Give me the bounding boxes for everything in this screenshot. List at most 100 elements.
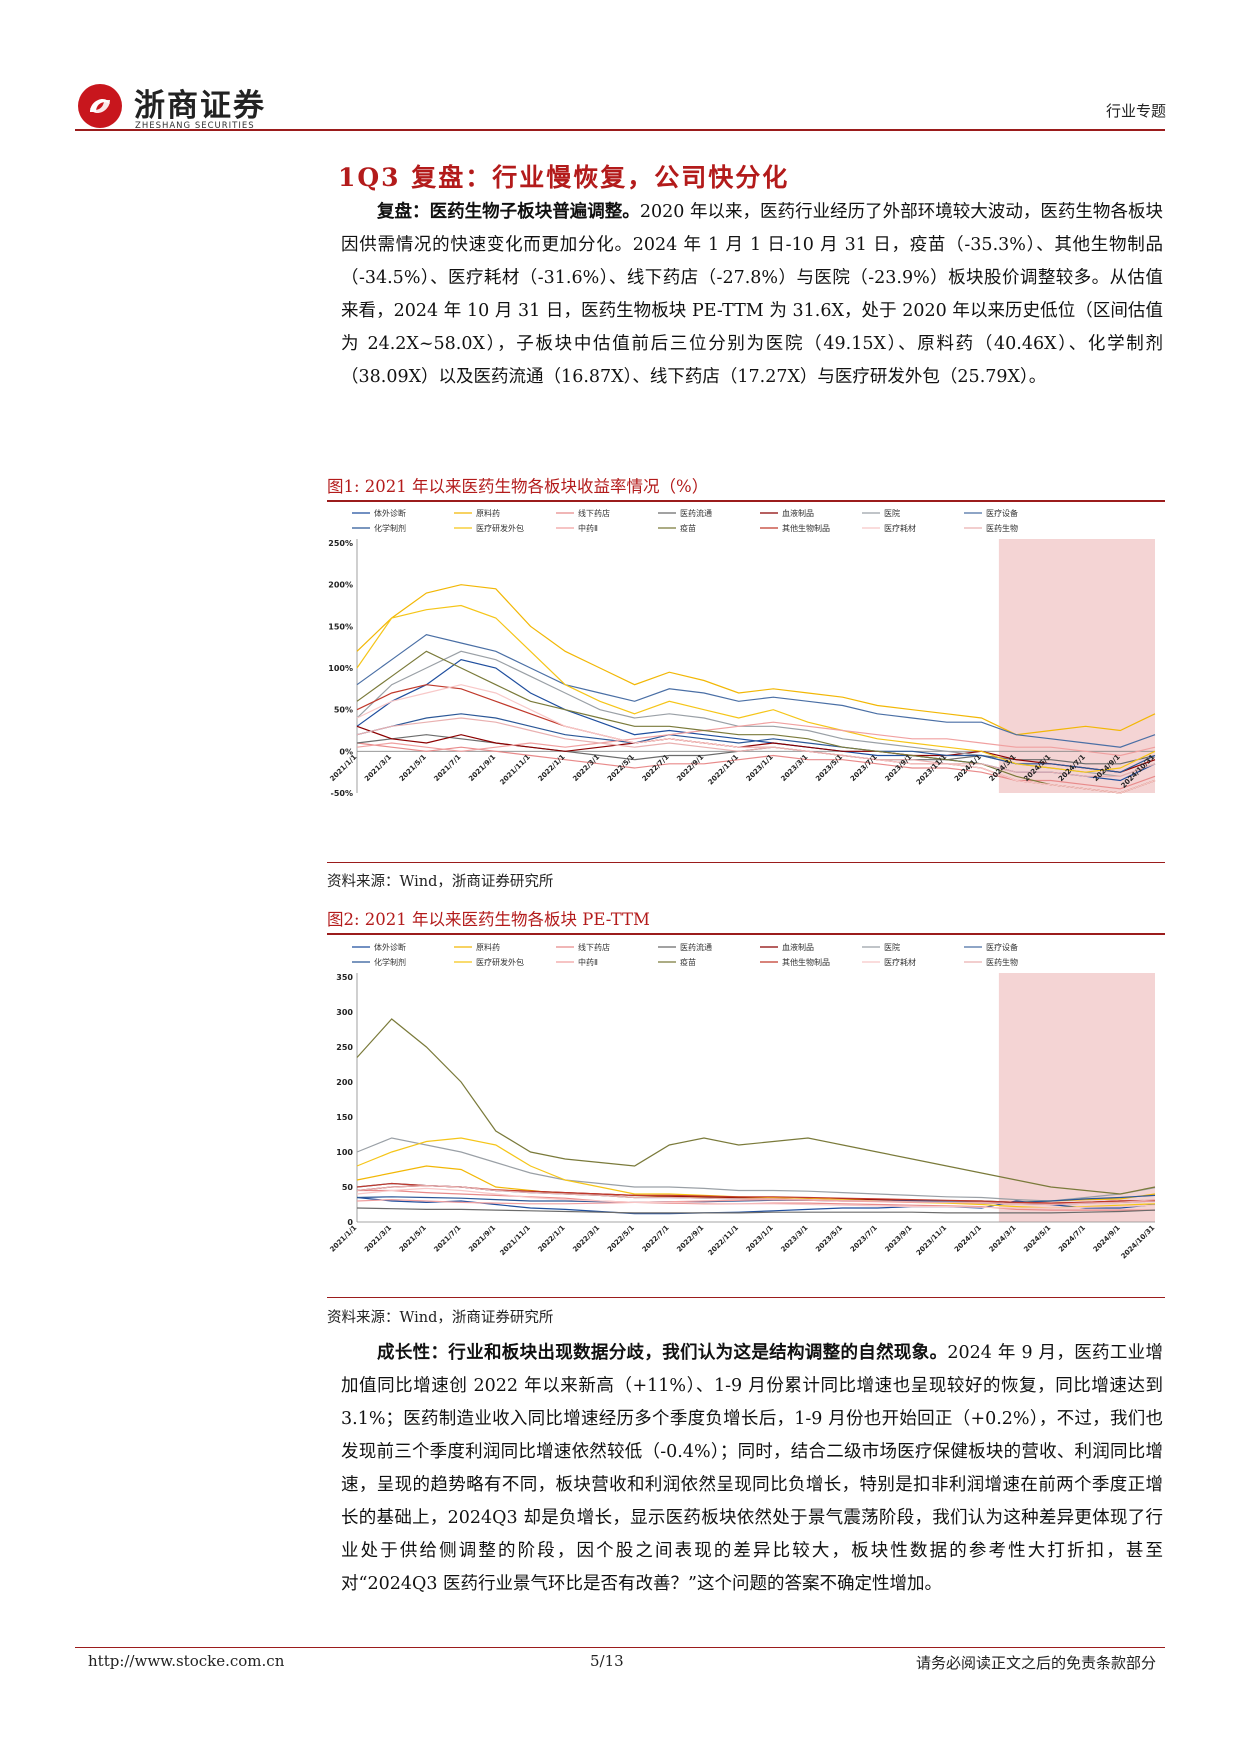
legend-label: 医院 bbox=[884, 942, 900, 952]
legend-label: 医药流通 bbox=[680, 942, 712, 952]
x-tick-label: 2021/7/1 bbox=[433, 753, 463, 783]
figure2-title: 图2: 2021 年以来医药生物各板块 PE-TTM bbox=[327, 910, 650, 929]
x-tick-label: 2021/3/1 bbox=[363, 1224, 393, 1254]
y-tick-label: 150 bbox=[336, 1113, 353, 1122]
series-line bbox=[356, 721, 1156, 757]
series-line bbox=[356, 604, 1156, 773]
x-tick-label: 2021/1/1 bbox=[328, 753, 358, 783]
x-tick-label: 2022/5/1 bbox=[606, 1224, 636, 1254]
legend-label: 医院 bbox=[884, 508, 900, 518]
legend-label: 医疗设备 bbox=[986, 942, 1018, 952]
y-tick-label: 250% bbox=[328, 539, 353, 548]
x-tick-label: 2022/3/1 bbox=[571, 1224, 601, 1254]
figure1-title: 图1: 2021 年以来医药生物各板块收益率情况（%） bbox=[327, 477, 709, 496]
legend-label: 血液制品 bbox=[782, 942, 814, 952]
series-line bbox=[356, 1137, 1156, 1202]
legend-label: 血液制品 bbox=[782, 508, 814, 518]
paragraph-review: 复盘：医药生物子板块普遍调整。2020 年以来，医药行业经历了外部环境较大波动，… bbox=[341, 196, 1163, 394]
legend-label: 体外诊断 bbox=[374, 508, 406, 518]
logo-en-text: ZHESHANG SECURITIES bbox=[135, 121, 255, 131]
legend-label: 医药生物 bbox=[986, 957, 1018, 967]
y-tick-label: 100 bbox=[336, 1148, 353, 1157]
series-line bbox=[356, 584, 1156, 736]
footer-disclaimer: 请务必阅读正文之后的免责条款部分 bbox=[915, 1654, 1156, 1672]
x-tick-label: 2023/1/1 bbox=[745, 1224, 775, 1254]
figure2-top-rule bbox=[327, 933, 1165, 935]
figure1-bottom-rule bbox=[327, 862, 1165, 863]
legend-label: 化学制剂 bbox=[374, 957, 406, 967]
series-line bbox=[356, 1187, 1156, 1209]
x-tick-label: 2024/9/1 bbox=[1092, 1224, 1122, 1254]
footer-url[interactable]: http://www.stocke.com.cn bbox=[88, 1652, 285, 1670]
legend-label: 中药Ⅱ bbox=[578, 957, 598, 967]
legend-label: 化学制剂 bbox=[374, 523, 406, 533]
y-tick-label: 50% bbox=[334, 706, 353, 715]
x-tick-label: 2022/3/1 bbox=[571, 753, 601, 783]
x-tick-label: 2023/7/1 bbox=[849, 1224, 879, 1254]
x-tick-label: 2023/3/1 bbox=[780, 1224, 810, 1254]
figure1-top-rule bbox=[327, 500, 1165, 502]
y-tick-label: 100% bbox=[328, 664, 353, 673]
series-line bbox=[356, 634, 1156, 748]
legend-label: 医疗研发外包 bbox=[476, 523, 524, 533]
paragraph-growth-lead: 成长性：行业和板块出现数据分歧，我们认为这是结构调整的自然现象。 bbox=[377, 1343, 948, 1363]
y-tick-label: 250 bbox=[336, 1043, 353, 1052]
paragraph-review-lead: 复盘：医药生物子板块普遍调整。 bbox=[377, 202, 640, 222]
legend-label: 医疗耗材 bbox=[884, 957, 916, 967]
series-line bbox=[356, 1207, 1156, 1214]
legend-label: 其他生物制品 bbox=[782, 957, 830, 967]
paragraph-growth: 成长性：行业和板块出现数据分歧，我们认为这是结构调整的自然现象。2024 年 9… bbox=[341, 1337, 1163, 1601]
series-line bbox=[356, 684, 1156, 794]
legend-label: 医疗设备 bbox=[986, 508, 1018, 518]
y-tick-label: 200 bbox=[336, 1078, 353, 1087]
x-tick-label: 2021/11/1 bbox=[499, 753, 532, 786]
y-tick-label: 50 bbox=[342, 1183, 354, 1192]
x-tick-label: 2022/11/1 bbox=[707, 1224, 740, 1257]
x-tick-label: 2024/3/1 bbox=[988, 1224, 1018, 1254]
legend-label: 体外诊断 bbox=[374, 942, 406, 952]
figure2-source: 资料来源：Wind，浙商证券研究所 bbox=[327, 1310, 554, 1326]
section-title: Q3 复盘：行业慢恢复，公司快分化 bbox=[357, 163, 790, 192]
legend-label: 疫苗 bbox=[680, 957, 696, 967]
x-tick-label: 2023/11/1 bbox=[915, 1224, 948, 1257]
legend-label: 线下药店 bbox=[578, 942, 610, 952]
section-heading: 1Q3 复盘：行业慢恢复，公司快分化 bbox=[338, 158, 789, 194]
section-number: 1 bbox=[338, 163, 358, 192]
x-tick-label: 2023/5/1 bbox=[814, 753, 844, 783]
x-tick-label: 2024/1/1 bbox=[953, 1224, 983, 1254]
paragraph-review-body: 2020 年以来，医药行业经历了外部环境较大波动，医药生物各板块因供需情况的快速… bbox=[341, 202, 1163, 387]
series-line bbox=[356, 650, 1156, 794]
series-line bbox=[356, 1018, 1156, 1195]
legend-label: 医药生物 bbox=[986, 523, 1018, 533]
legend-label: 其他生物制品 bbox=[782, 523, 830, 533]
header-divider bbox=[75, 129, 1165, 131]
y-tick-label: 350 bbox=[336, 973, 353, 982]
zheshang-logo-icon bbox=[78, 84, 122, 128]
footer-divider bbox=[75, 1647, 1165, 1648]
legend-label: 医疗研发外包 bbox=[476, 957, 524, 967]
series-line bbox=[356, 713, 1156, 773]
header-tag: 行业专题 bbox=[1105, 102, 1166, 120]
highlight-2024-region bbox=[998, 973, 1155, 1222]
x-tick-label: 2021/7/1 bbox=[433, 1224, 463, 1254]
x-tick-label: 2022/9/1 bbox=[675, 1224, 705, 1254]
x-tick-label: 2021/5/1 bbox=[398, 753, 428, 783]
x-tick-label: 2021/5/1 bbox=[398, 1224, 428, 1254]
figure2-bottom-rule bbox=[327, 1297, 1165, 1298]
series-line bbox=[356, 725, 1156, 773]
y-tick-label: 200% bbox=[328, 581, 353, 590]
x-tick-label: 2021/1/1 bbox=[328, 1224, 358, 1254]
x-tick-label: 2021/9/1 bbox=[467, 1224, 497, 1254]
y-tick-label: 150% bbox=[328, 622, 353, 631]
y-tick-label: 0 bbox=[347, 1218, 353, 1227]
x-tick-label: 2022/1/1 bbox=[537, 1224, 567, 1254]
figure1-source: 资料来源：Wind，浙商证券研究所 bbox=[327, 874, 554, 890]
x-tick-label: 2024/10/31 bbox=[1120, 1224, 1157, 1261]
x-tick-label: 2024/7/1 bbox=[1057, 1224, 1087, 1254]
legend-label: 医药流通 bbox=[680, 508, 712, 518]
y-tick-label: 0% bbox=[339, 747, 353, 756]
series-line bbox=[356, 717, 1156, 777]
x-tick-label: 2021/9/1 bbox=[467, 753, 497, 783]
